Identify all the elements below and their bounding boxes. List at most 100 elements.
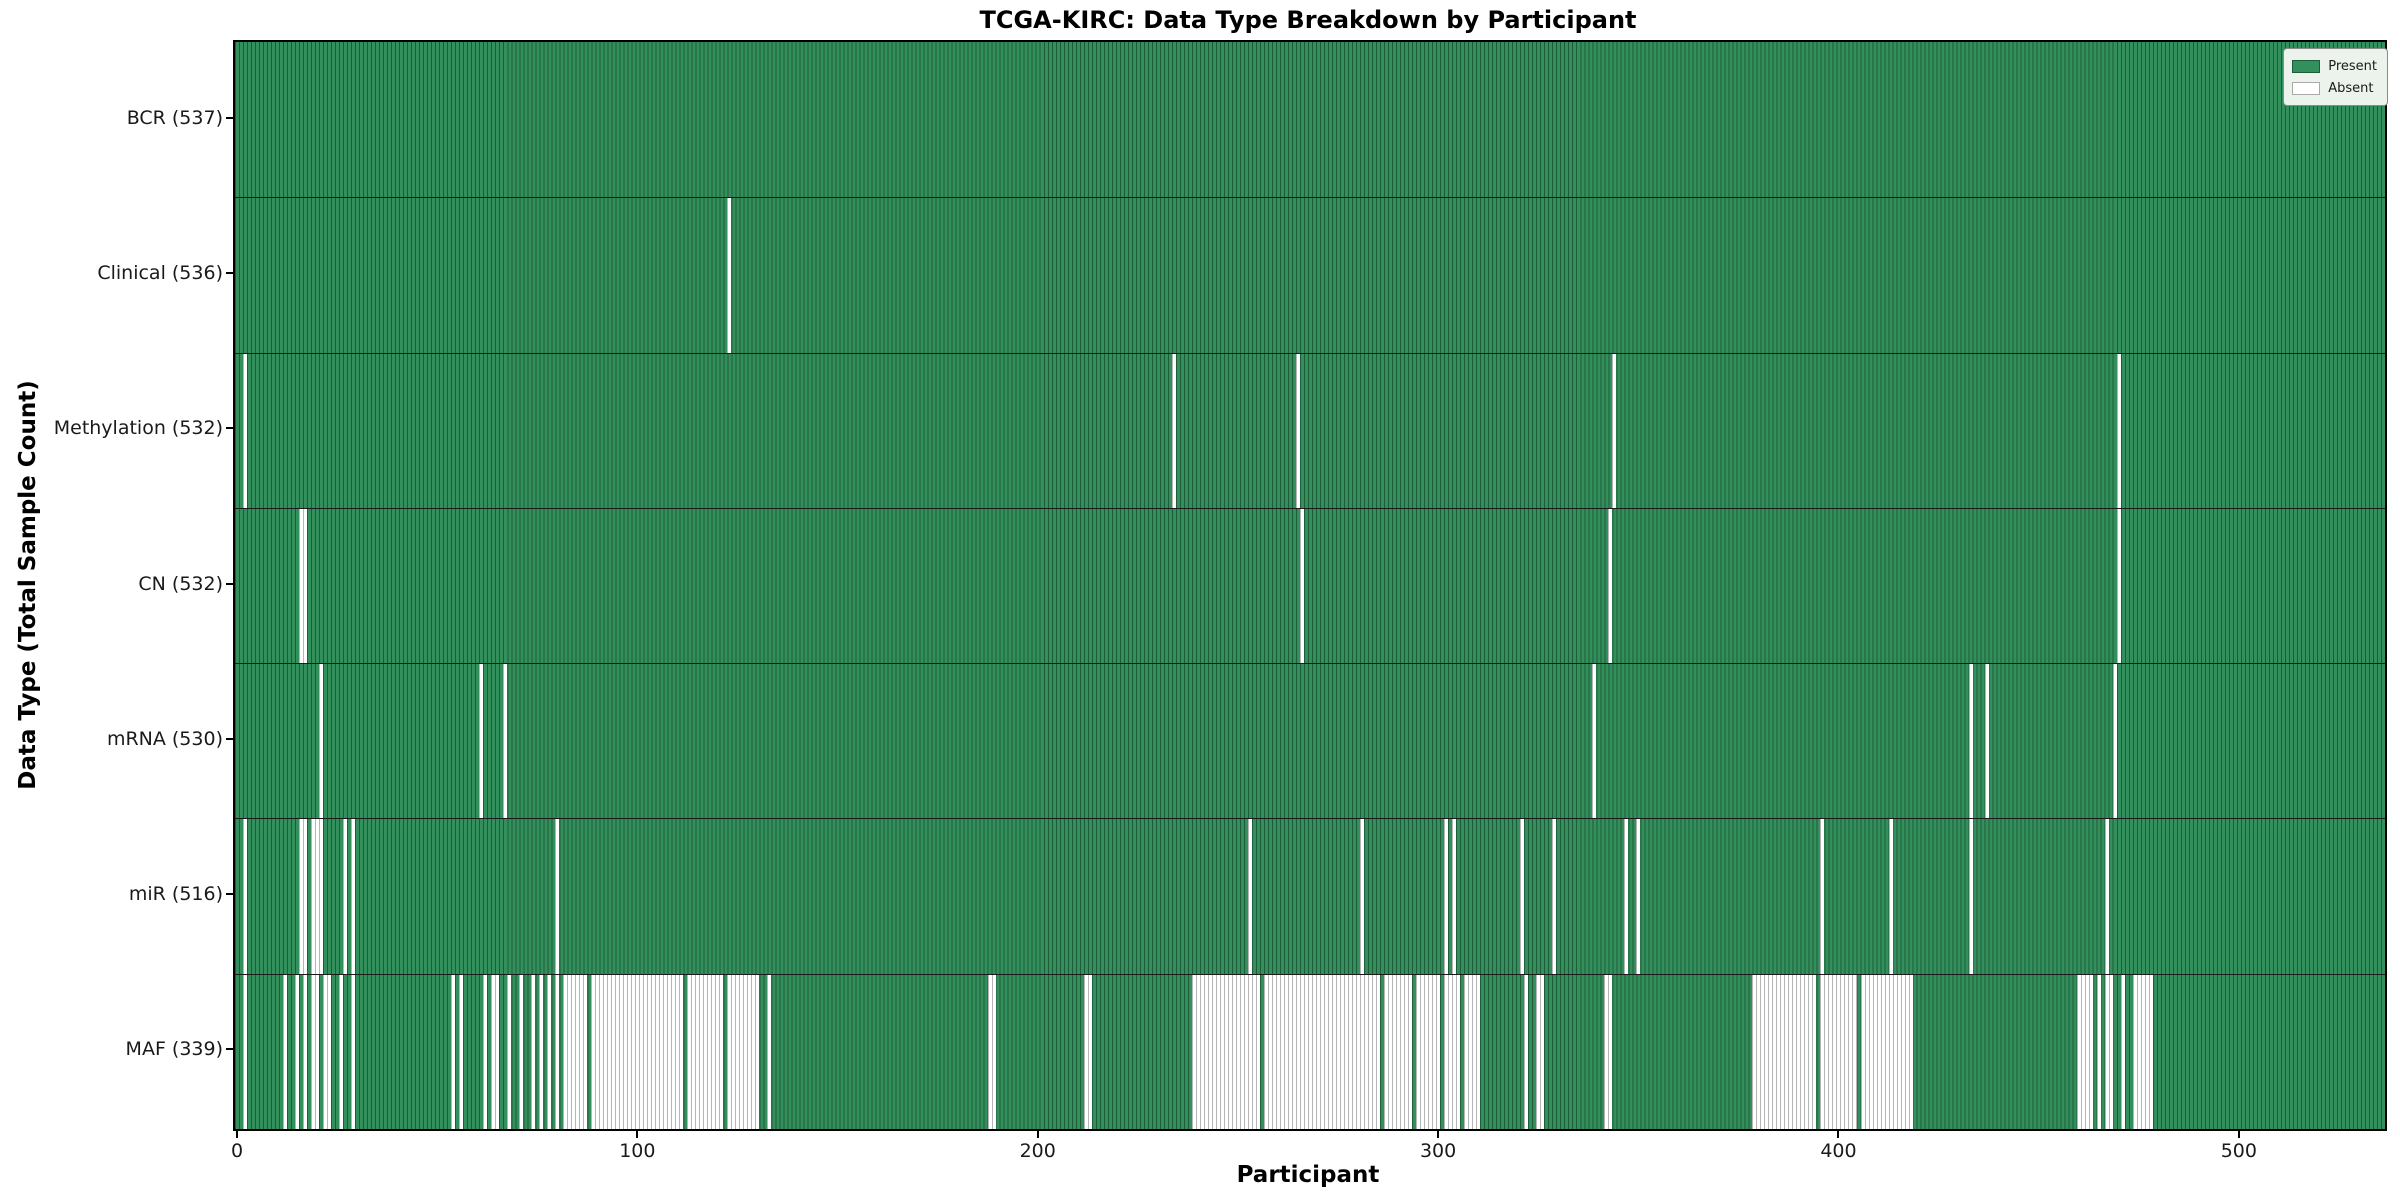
absent-block-maf: [1860, 973, 1913, 1129]
row-separator: [235, 973, 2385, 975]
absent-block-maf: [303, 973, 308, 1129]
absent-block-maf: [1263, 973, 1381, 1129]
x-tick-label-500: 500: [2220, 1140, 2257, 1162]
x-tick-mark: [1837, 1129, 1840, 1138]
absent-block-mir: [343, 818, 348, 974]
absent-block-maf: [767, 973, 772, 1129]
absent-block-mir: [351, 818, 356, 974]
absent-block-maf: [1384, 973, 1413, 1129]
absent-block-maf: [483, 973, 488, 1129]
x-axis-label: Participant: [1236, 1162, 1380, 1188]
y-tick-mark: [226, 427, 234, 430]
absent-block-mir: [1624, 818, 1629, 974]
row-separator: [235, 352, 2385, 354]
absent-block-maf: [987, 973, 996, 1129]
legend-label-absent: Absent: [2328, 80, 2374, 96]
absent-block-maf: [323, 973, 332, 1129]
absent-block-clinical: [727, 197, 732, 353]
row-methylation: [235, 352, 2385, 508]
absent-block-cn: [299, 507, 308, 664]
row-mrna: [235, 663, 2385, 819]
absent-block-mrna: [1984, 663, 1989, 819]
row-clinical: [235, 197, 2385, 353]
legend-label-present: Present: [2328, 58, 2377, 74]
absent-block-mir: [1888, 818, 1893, 974]
y-tick-label-mir: miR (516): [128, 883, 223, 906]
y-tick-label-cn: CN (532): [138, 572, 223, 595]
y-tick-mark: [226, 893, 234, 896]
row-cn: [235, 507, 2385, 664]
absent-block-maf: [539, 973, 544, 1129]
y-tick-mark: [226, 582, 234, 585]
x-tick-label-300: 300: [1419, 1140, 1457, 1162]
absent-block-cn: [2116, 507, 2121, 664]
y-tick-label-clinical: Clinical (536): [97, 261, 223, 284]
absent-block-mir: [311, 818, 324, 974]
absent-block-mrna: [319, 663, 324, 819]
absent-block-mir: [555, 818, 560, 974]
row-maf: [235, 973, 2385, 1129]
absent-block-maf: [243, 973, 247, 1129]
absent-swatch-icon: [2292, 81, 2321, 95]
absent-block-maf: [2104, 973, 2113, 1129]
y-tick-label-mrna: mRNA (530): [106, 727, 223, 750]
absent-block-maf: [2076, 973, 2093, 1129]
absent-block-maf: [1536, 973, 1545, 1129]
absent-block-mir: [2104, 818, 2109, 974]
chart-title: TCGA-KIRC: Data Type Breakdown by Partic…: [979, 6, 1637, 34]
row-separator: [235, 818, 2385, 820]
absent-block-mrna: [479, 663, 484, 819]
absent-block-mir: [1636, 818, 1641, 974]
absent-block-methylation: [2116, 352, 2121, 508]
absent-block-maf: [1604, 973, 1613, 1129]
row-mir: [235, 818, 2385, 974]
absent-block-methylation: [1295, 352, 1300, 508]
absent-block-maf: [531, 973, 536, 1129]
plot-area: [233, 40, 2387, 1131]
x-tick-label-400: 400: [1820, 1140, 1857, 1162]
absent-block-methylation: [243, 352, 247, 508]
absent-block-mir: [1968, 818, 1973, 974]
absent-block-maf: [491, 973, 500, 1129]
absent-block-maf: [2120, 973, 2125, 1129]
absent-block-maf: [591, 973, 684, 1129]
absent-block-maf: [1820, 973, 1857, 1129]
absent-block-maf: [1524, 973, 1529, 1129]
absent-block-maf: [1752, 973, 1817, 1129]
x-tick-label-200: 200: [1019, 1140, 1056, 1162]
row-separator: [235, 507, 2385, 509]
absent-block-maf: [1444, 973, 1461, 1129]
absent-block-maf: [311, 973, 320, 1129]
absent-block-maf: [339, 973, 344, 1129]
absent-block-mir: [1452, 818, 1457, 974]
y-tick-label-methylation: Methylation (532): [53, 417, 223, 440]
absent-block-maf: [555, 973, 560, 1129]
x-tick-label-0: 0: [230, 1140, 244, 1162]
absent-block-maf: [2132, 973, 2153, 1129]
x-tick-mark: [236, 1129, 238, 1138]
x-tick-mark: [1437, 1129, 1440, 1138]
absent-block-maf: [451, 973, 456, 1129]
row-bcr: [235, 42, 2385, 198]
absent-block-cn: [1299, 507, 1304, 664]
legend-entry-absent: Absent: [2292, 77, 2377, 99]
x-tick-mark: [1036, 1129, 1039, 1138]
absent-block-methylation: [1171, 352, 1176, 508]
y-tick-label-bcr: BCR (537): [126, 106, 223, 129]
y-tick-label-maf: MAF (339): [125, 1038, 223, 1061]
row-separator: [235, 663, 2385, 665]
absent-block-mir: [1552, 818, 1557, 974]
absent-block-maf: [563, 973, 588, 1129]
absent-block-maf: [283, 973, 288, 1129]
absent-block-maf: [727, 973, 760, 1129]
x-tick-mark: [2237, 1129, 2240, 1138]
y-tick-mark: [226, 116, 234, 119]
absent-block-mir: [1820, 818, 1825, 974]
absent-block-mir: [1444, 818, 1449, 974]
absent-block-maf: [2096, 973, 2101, 1129]
absent-block-maf: [351, 973, 356, 1129]
absent-block-cn: [1608, 507, 1613, 664]
absent-block-mir: [1247, 818, 1252, 974]
absent-block-mrna: [2112, 663, 2117, 819]
